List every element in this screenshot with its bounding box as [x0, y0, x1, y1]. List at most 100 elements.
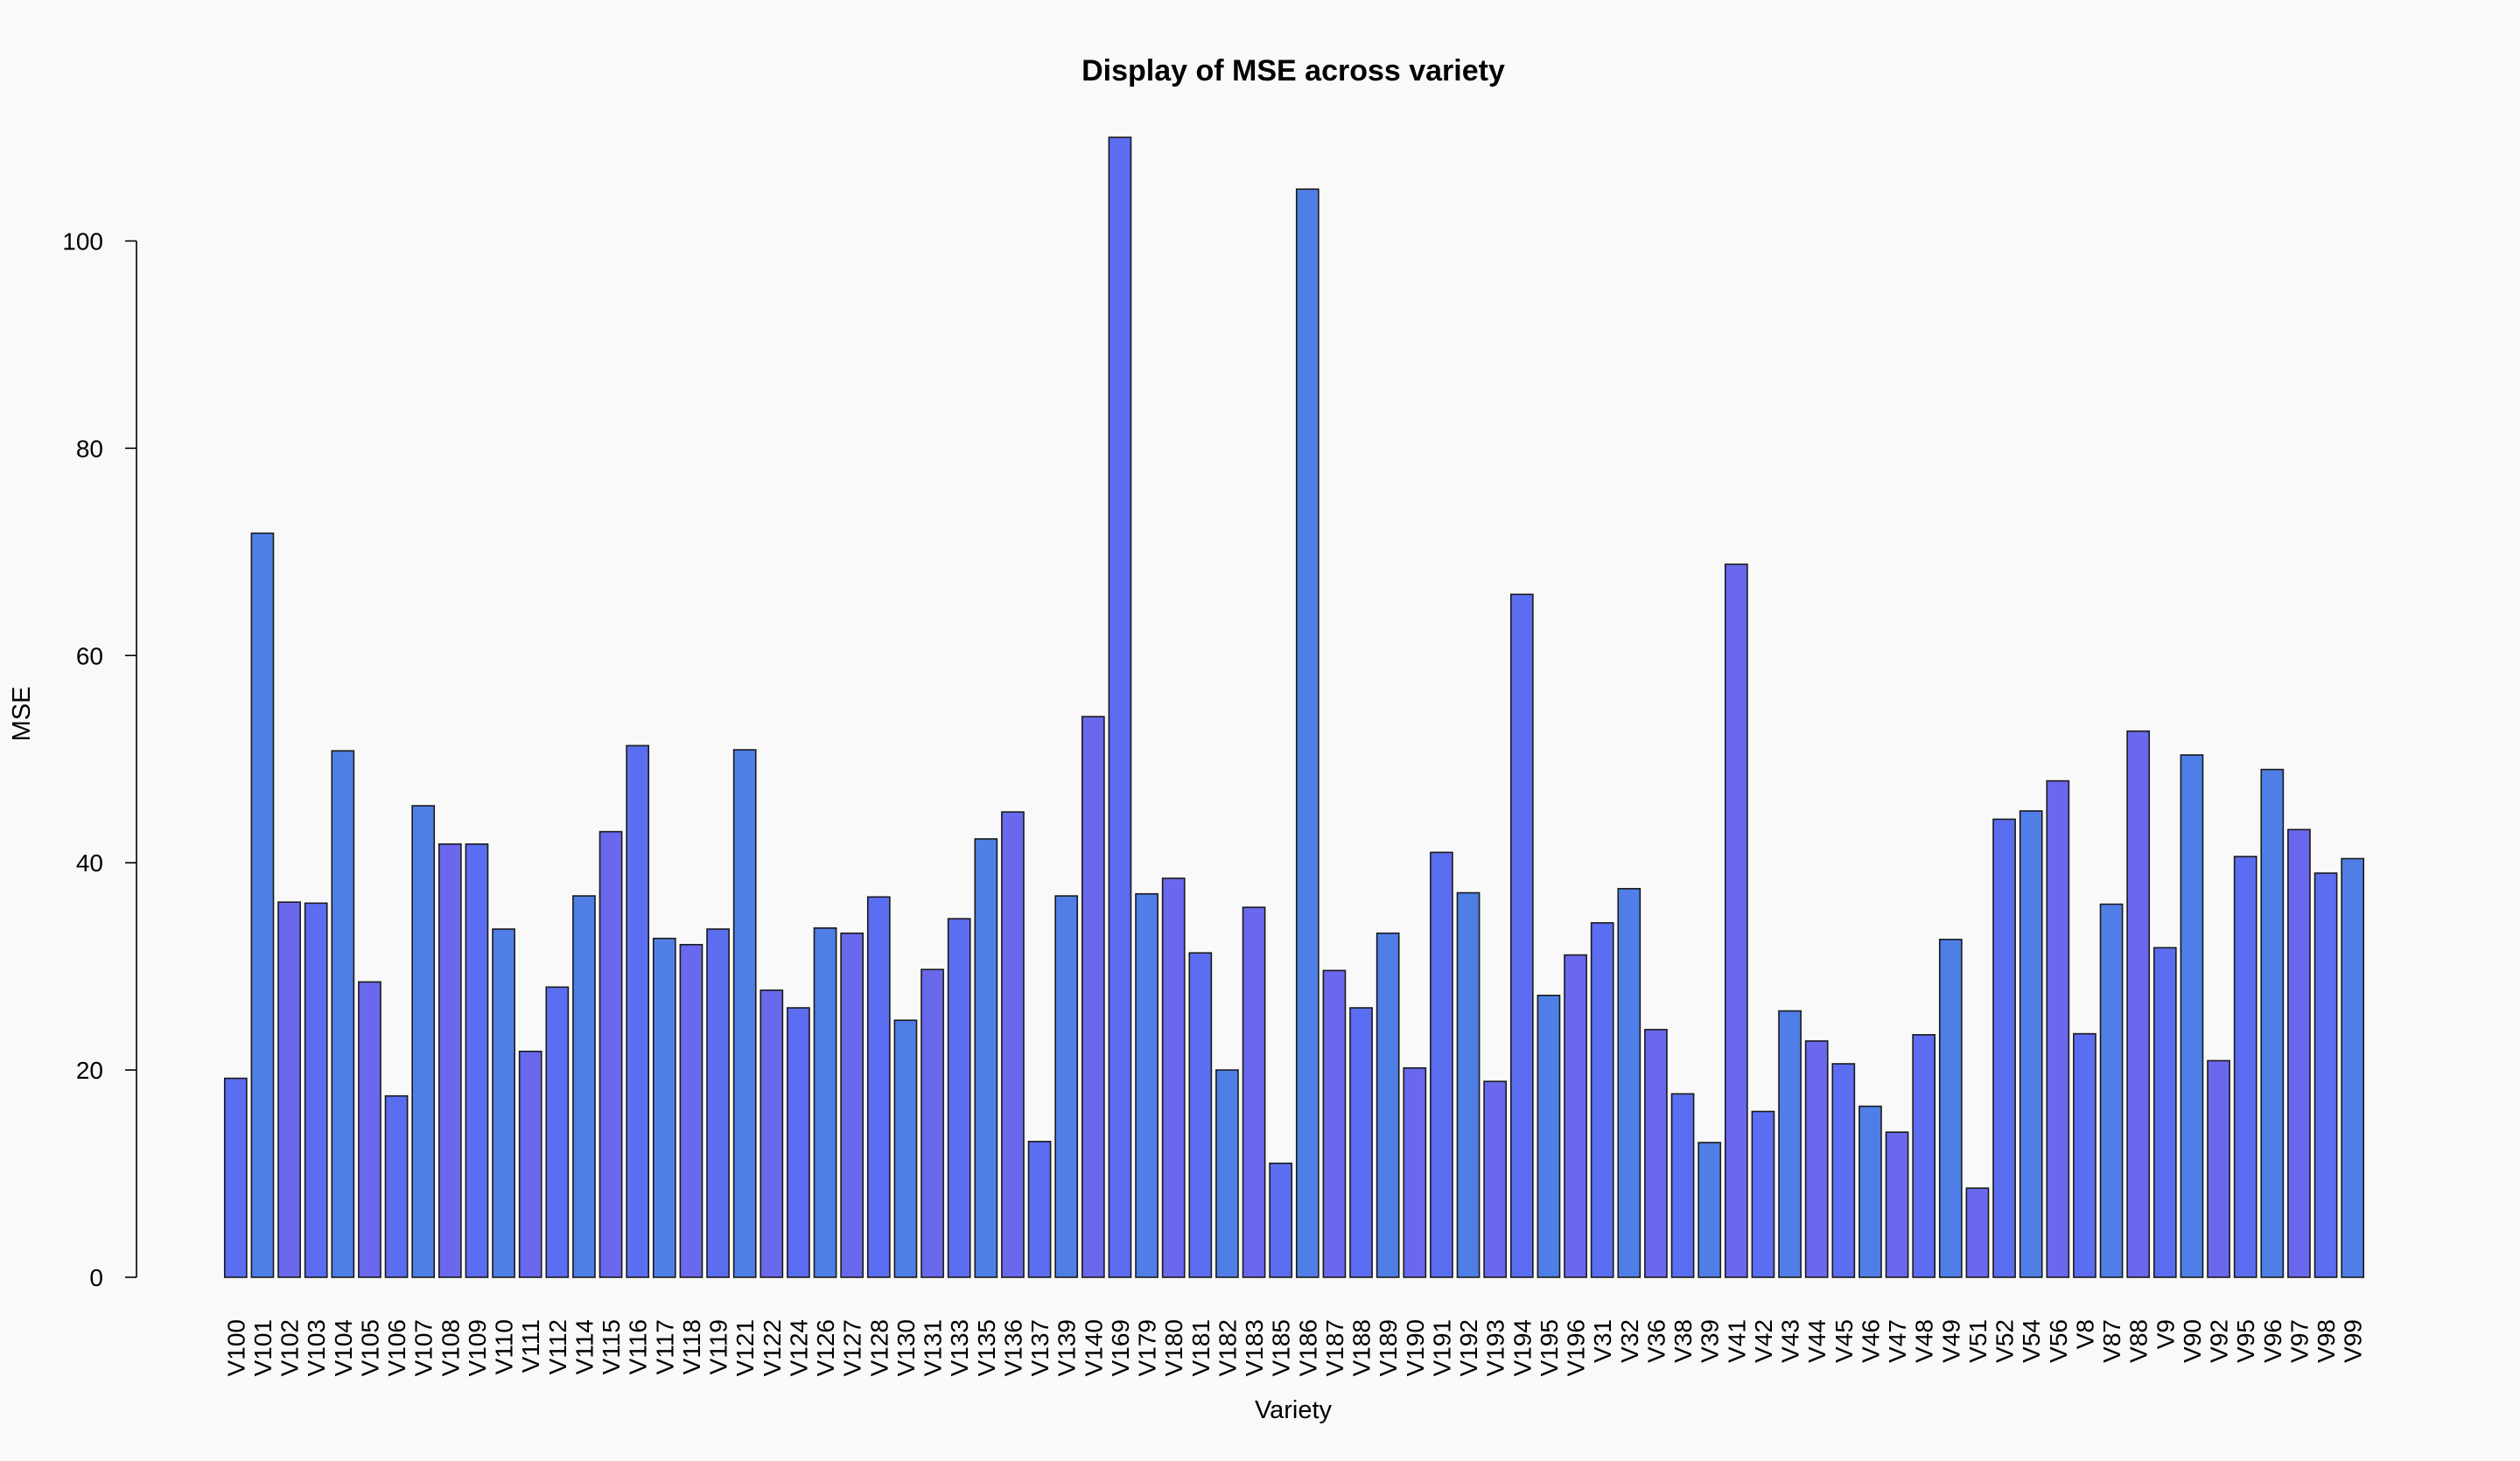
x-tick-label: V51 [1964, 1319, 1992, 1363]
bar-v193 [1483, 1080, 1508, 1278]
x-tick-label: V130 [892, 1319, 920, 1376]
x-tick-label: V195 [1536, 1319, 1563, 1376]
x-tick-label: V133 [946, 1319, 973, 1376]
bar-v46 [1858, 1105, 1882, 1278]
y-tick-label: 20 [76, 1057, 103, 1084]
bar-v190 [1403, 1066, 1427, 1278]
bar-v185 [1269, 1162, 1293, 1278]
x-tick-label: V118 [678, 1319, 705, 1374]
x-tick-label: V49 [1937, 1319, 1964, 1363]
x-tick-label: V115 [598, 1319, 625, 1374]
bar-v195 [1536, 995, 1561, 1278]
bar-v187 [1322, 969, 1347, 1278]
bar-v121 [732, 749, 757, 1278]
bar-v118 [679, 943, 704, 1278]
bar-v107 [411, 805, 436, 1278]
bar-v41 [1724, 563, 1748, 1278]
x-tick-label: V101 [249, 1319, 276, 1376]
x-tick-label: V36 [1642, 1319, 1670, 1363]
x-tick-label: V9 [2152, 1319, 2179, 1349]
x-tick-label: V122 [759, 1319, 786, 1376]
bar-v43 [1778, 1010, 1802, 1278]
bar-v104 [331, 750, 355, 1278]
bar-v186 [1295, 188, 1320, 1278]
bar-v130 [893, 1019, 918, 1278]
x-tick-label: V52 [1992, 1319, 2019, 1363]
bar-v49 [1938, 939, 1963, 1278]
x-tick-label: V108 [437, 1319, 464, 1376]
bar-v96 [2260, 768, 2285, 1278]
bar-v101 [250, 532, 275, 1278]
x-tick-label: V41 [1723, 1319, 1750, 1363]
x-tick-label: V103 [303, 1319, 330, 1376]
x-tick-label: V169 [1107, 1319, 1134, 1376]
bar-v136 [1001, 811, 1025, 1278]
y-tick-label: 80 [76, 435, 103, 462]
bar-v189 [1376, 932, 1400, 1278]
bar-v194 [1509, 593, 1534, 1278]
x-tick-label: V191 [1428, 1319, 1455, 1376]
bar-v191 [1430, 851, 1453, 1278]
x-tick-label: V189 [1375, 1319, 1402, 1376]
bar-v44 [1804, 1040, 1829, 1278]
bar-v54 [2019, 810, 2043, 1278]
x-tick-label: V187 [1321, 1319, 1348, 1376]
bar-v45 [1831, 1063, 1856, 1278]
x-tick-label: V139 [1054, 1319, 1081, 1376]
y-tick-label: 100 [62, 227, 103, 255]
x-tick-label: V182 [1214, 1319, 1241, 1376]
bar-v105 [358, 981, 382, 1278]
bar-v182 [1215, 1069, 1239, 1278]
bar-v179 [1135, 892, 1158, 1278]
bar-v95 [2233, 856, 2258, 1278]
bar-v169 [1108, 136, 1132, 1278]
bar-v180 [1161, 877, 1186, 1278]
bar-v126 [813, 927, 837, 1278]
x-tick-label: V121 [732, 1319, 759, 1376]
bar-v183 [1242, 906, 1266, 1278]
bar-v124 [787, 1007, 810, 1278]
x-tick-label: V126 [812, 1319, 839, 1376]
x-tick-label: V135 [973, 1319, 1000, 1376]
x-tick-label: V186 [1294, 1319, 1321, 1376]
x-tick-label: V45 [1830, 1319, 1858, 1363]
x-axis-category-labels: V100 V101 V102 V103 V104 V105 V106 V107 V108 V109… [222, 1319, 2366, 1376]
bar-v127 [840, 932, 864, 1278]
x-tick-label: V31 [1589, 1319, 1616, 1363]
bar-v181 [1188, 952, 1213, 1278]
bar-v87 [2099, 903, 2124, 1278]
bar-v90 [2180, 754, 2204, 1278]
bar-v88 [2126, 730, 2151, 1278]
bar-v115 [598, 830, 623, 1278]
bar-v103 [304, 902, 328, 1278]
bar-v135 [974, 838, 998, 1278]
x-tick-label: V193 [1482, 1319, 1509, 1376]
x-tick-label: V8 [2071, 1319, 2098, 1349]
bar-v98 [2314, 872, 2338, 1278]
bar-v92 [2207, 1059, 2230, 1278]
bar-v133 [947, 918, 971, 1278]
bar-v131 [920, 968, 944, 1278]
x-tick-label: V95 [2232, 1319, 2259, 1363]
x-tick-label: V46 [1857, 1319, 1884, 1363]
x-tick-label: V131 [920, 1319, 947, 1376]
bar-v99 [2341, 857, 2365, 1278]
x-tick-label: V181 [1187, 1319, 1214, 1376]
x-tick-label: V102 [276, 1319, 304, 1376]
x-tick-label: V119 [705, 1319, 732, 1374]
bar-v114 [572, 895, 596, 1278]
x-tick-label: V137 [1026, 1319, 1054, 1376]
bar-v48 [1912, 1034, 1936, 1278]
x-tick-label: V43 [1777, 1319, 1804, 1363]
x-tick-label: V116 [625, 1319, 652, 1374]
x-tick-label: V114 [570, 1319, 598, 1374]
bar-v116 [626, 744, 650, 1278]
bar-v196 [1564, 954, 1587, 1278]
x-tick-label: V111 [517, 1319, 544, 1373]
bar-v128 [866, 896, 891, 1278]
bar-v100 [223, 1077, 248, 1278]
x-tick-label: V128 [865, 1319, 892, 1376]
y-axis-ticks: 0 20 40 60 80 100 [62, 227, 136, 1291]
